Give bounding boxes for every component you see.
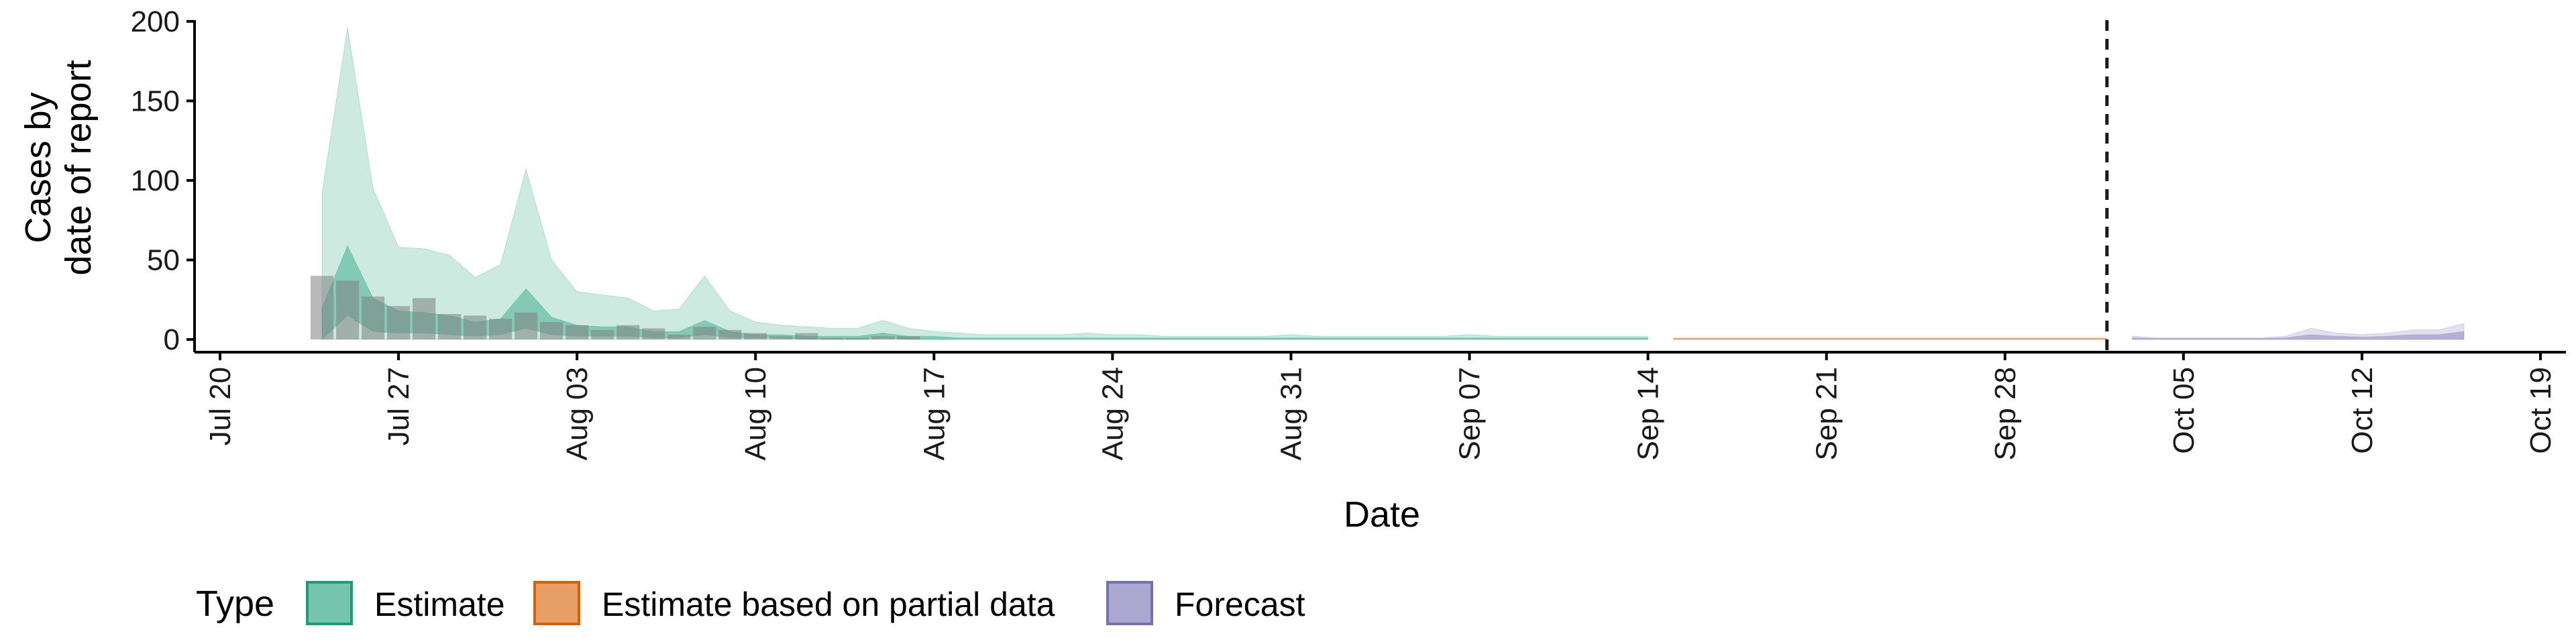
observed-bar <box>566 325 589 339</box>
observed-bar <box>515 312 538 339</box>
x-tick-label: Sep 28 <box>1989 367 2022 460</box>
legend-swatch-forecast <box>1106 581 1153 625</box>
axes: 0 50 100 150 200 Jul 20 Jul 27 Aug 03 Aug 10 Aug… <box>131 5 2566 460</box>
observed-bar <box>413 298 436 339</box>
y-tick-label: 200 <box>131 5 180 38</box>
observed-bar <box>438 314 462 339</box>
x-tick-label: Sep 07 <box>1454 367 1487 460</box>
legend-swatch-estimate <box>306 581 353 625</box>
observed-bar <box>362 297 385 339</box>
legend: Type Estimate Estimate based on partial d… <box>196 581 1305 625</box>
observed-bar <box>642 328 665 339</box>
observed-bar <box>667 334 691 339</box>
y-axis-title-line-2: date of report <box>58 60 99 275</box>
observed-bars <box>310 276 920 340</box>
y-axis-title-line-1: Cases by <box>18 92 58 243</box>
observed-bar <box>310 276 334 339</box>
observed-bar <box>795 333 818 339</box>
observed-bar <box>846 337 869 340</box>
x-tick-label: Sep 14 <box>1632 367 1665 460</box>
x-tick-label: Oct 12 <box>2346 367 2379 454</box>
observed-bar <box>387 306 411 339</box>
observed-bar <box>616 325 640 339</box>
legend-title: Type <box>196 584 274 624</box>
y-tick-label: 0 <box>164 323 180 356</box>
observed-bar <box>897 336 920 339</box>
legend-items: Estimate Estimate based on partial data Fo… <box>306 581 1305 625</box>
x-tick-label: Sep 21 <box>1811 367 1843 460</box>
observed-bar <box>820 337 844 340</box>
observed-bar <box>871 336 895 339</box>
observed-bar <box>718 329 742 339</box>
legend-label-estimate: Estimate <box>374 586 505 623</box>
observed-bar <box>489 319 513 339</box>
x-tick-label: Jul 27 <box>382 367 415 445</box>
x-tick-label: Aug 10 <box>739 367 772 460</box>
observed-bar <box>744 333 767 339</box>
x-tick-label: Oct 05 <box>2167 367 2200 454</box>
y-ticks: 0 50 100 150 200 <box>131 5 195 356</box>
ribbon-layer <box>321 28 2465 341</box>
observed-bar <box>540 322 564 340</box>
forecast-outer-ribbon <box>2132 323 2465 340</box>
legend-label-partial: Estimate based on partial data <box>602 586 1055 623</box>
x-tick-label: Aug 03 <box>561 367 594 460</box>
legend-label-forecast: Forecast <box>1175 586 1305 623</box>
estimate-outer-ribbon <box>321 28 1649 340</box>
x-tick-label: Aug 31 <box>1275 367 1308 460</box>
legend-swatch-partial <box>533 581 580 625</box>
x-tick-label: Aug 24 <box>1096 367 1129 460</box>
x-tick-label: Jul 20 <box>204 367 237 445</box>
y-tick-label: 100 <box>131 164 180 197</box>
x-tick-label: Aug 17 <box>918 367 951 460</box>
observed-bar <box>769 336 793 339</box>
forecast-inner-ribbon <box>2132 331 2465 340</box>
observed-bar <box>591 329 614 339</box>
y-tick-label: 50 <box>147 244 180 276</box>
observed-bar <box>693 327 716 340</box>
y-tick-label: 150 <box>131 85 180 117</box>
x-ticks: Jul 20 Jul 27 Aug 03 Aug 10 Aug 17 Aug 24 Aug … <box>204 352 2557 460</box>
x-tick-label: Oct 19 <box>2524 367 2557 454</box>
x-axis-title: Date <box>1344 494 1420 535</box>
observed-bar <box>464 315 487 340</box>
observed-bar <box>336 280 360 339</box>
